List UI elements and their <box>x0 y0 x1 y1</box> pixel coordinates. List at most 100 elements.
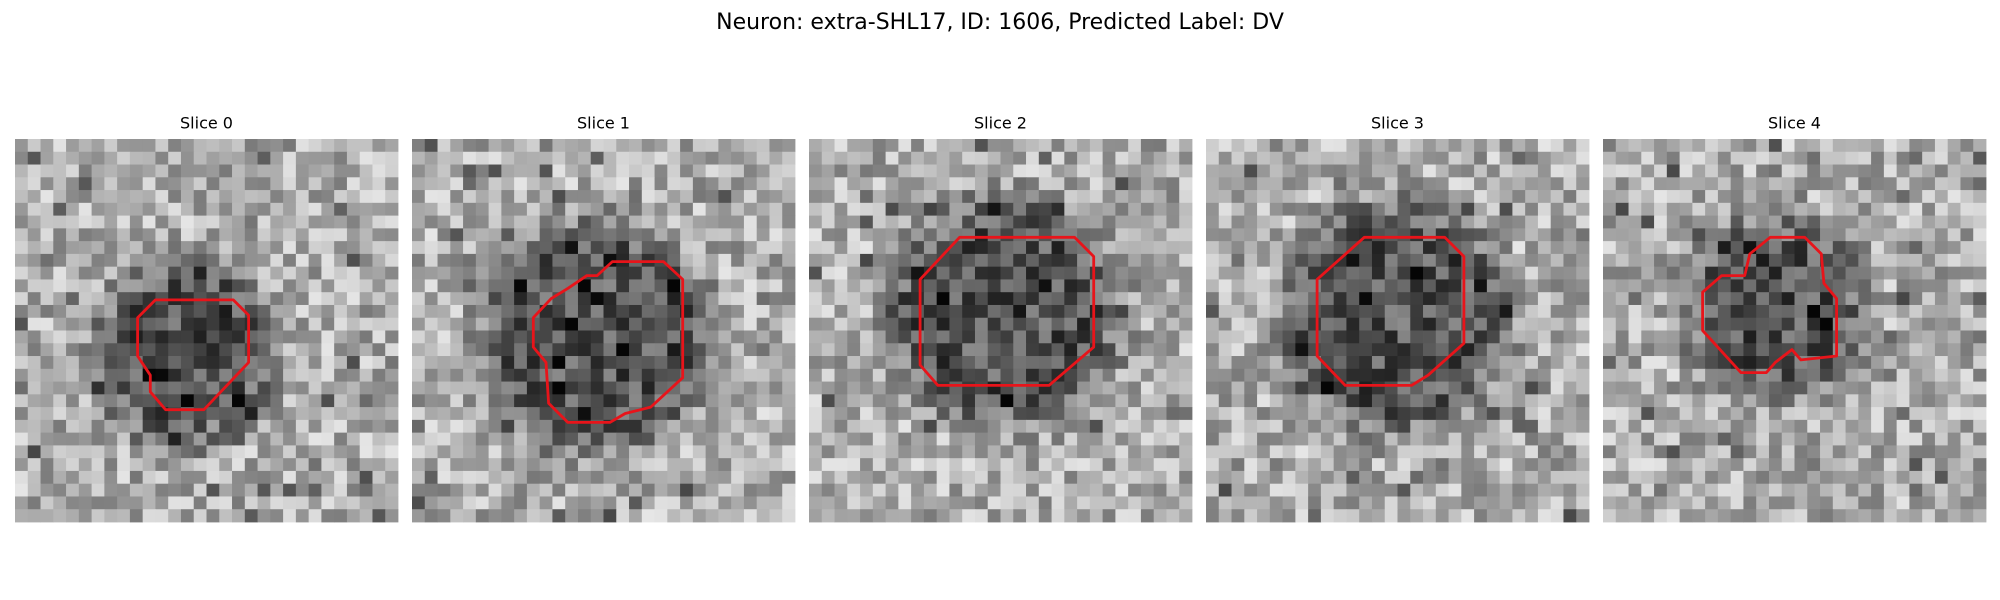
pixel <box>1641 470 1655 485</box>
pixel <box>1692 419 1706 434</box>
pixel <box>168 151 182 165</box>
pixel <box>809 368 823 382</box>
pixel <box>1717 190 1732 204</box>
pixel <box>552 164 566 178</box>
pixel <box>1768 330 1783 344</box>
pixel <box>1486 458 1501 472</box>
pixel <box>1909 394 1923 408</box>
pixel <box>424 317 438 331</box>
pixel <box>705 177 719 191</box>
pixel <box>1166 253 1180 268</box>
pixel <box>1218 317 1232 331</box>
pixel <box>1397 407 1411 421</box>
pixel <box>692 151 707 165</box>
pixel <box>923 164 938 178</box>
pixel <box>1308 304 1322 319</box>
pixel <box>1794 139 1808 153</box>
pixel <box>1269 483 1283 497</box>
pixel <box>1525 177 1539 191</box>
pixel <box>1397 304 1411 319</box>
pixel <box>117 228 131 242</box>
pixel <box>1089 279 1104 293</box>
pixel <box>475 190 489 204</box>
pixel <box>743 241 758 255</box>
pixel <box>1166 330 1180 344</box>
pixel <box>1615 496 1629 510</box>
pixel <box>1615 139 1629 153</box>
pixel <box>1333 356 1347 370</box>
pixel <box>923 292 938 306</box>
pixel <box>283 432 297 446</box>
pixel <box>1756 483 1770 497</box>
pixel <box>385 356 399 370</box>
pixel <box>962 266 976 280</box>
pixel <box>1346 279 1360 293</box>
pixel <box>1550 266 1564 280</box>
pixel <box>91 292 105 306</box>
pixel <box>155 202 169 216</box>
pixel <box>78 419 92 434</box>
pixel <box>437 241 451 255</box>
pixel <box>680 509 694 523</box>
pixel <box>1973 292 1987 306</box>
pixel <box>1871 368 1885 382</box>
pixel <box>565 151 579 165</box>
pixel <box>155 394 169 408</box>
pixel <box>1397 202 1411 216</box>
pixel <box>129 394 144 408</box>
pixel <box>1371 330 1386 344</box>
pixel <box>1615 151 1629 165</box>
pixel <box>756 470 770 485</box>
pixel <box>1269 509 1283 523</box>
pixel <box>1359 445 1373 459</box>
pixel <box>295 458 310 472</box>
pixel <box>1218 164 1232 178</box>
pixel <box>385 151 399 165</box>
pixel <box>1909 445 1923 459</box>
pixel <box>1743 394 1757 408</box>
pixel <box>514 407 528 421</box>
pixel <box>756 356 770 370</box>
pixel <box>129 215 144 229</box>
pixel <box>641 304 655 319</box>
pixel <box>1089 241 1104 255</box>
pixel <box>1794 496 1808 510</box>
pixel <box>936 509 950 523</box>
pixel <box>1654 177 1668 191</box>
pixel <box>1089 458 1104 472</box>
pixel <box>155 343 169 357</box>
pixel <box>1871 228 1885 242</box>
pixel <box>1320 470 1335 485</box>
pixel <box>731 419 745 434</box>
pixel <box>1295 164 1309 178</box>
pixel <box>1038 279 1052 293</box>
pixel <box>1102 317 1116 331</box>
pixel <box>692 190 707 204</box>
pixel <box>437 509 451 523</box>
pixel <box>1858 253 1872 268</box>
pixel <box>1807 343 1821 357</box>
pixel <box>1038 266 1052 280</box>
pixel <box>219 419 233 434</box>
pixel <box>949 394 963 408</box>
pixel <box>257 368 271 382</box>
pixel <box>1896 470 1910 485</box>
pixel <box>667 164 681 178</box>
pixel <box>91 151 105 165</box>
pixel <box>1705 381 1719 395</box>
pixel <box>1858 317 1872 331</box>
pixel <box>1679 381 1693 395</box>
pixel <box>155 445 169 459</box>
pixel <box>743 445 758 459</box>
pixel <box>603 190 617 204</box>
pixel <box>1537 458 1552 472</box>
pixel <box>372 483 386 497</box>
pixel <box>334 445 348 459</box>
pixel <box>1679 279 1693 293</box>
pixel <box>437 496 451 510</box>
pixel <box>1371 241 1386 255</box>
pixel <box>78 266 92 280</box>
pixel <box>1705 139 1719 153</box>
pixel <box>821 266 835 280</box>
pixel <box>501 292 515 306</box>
